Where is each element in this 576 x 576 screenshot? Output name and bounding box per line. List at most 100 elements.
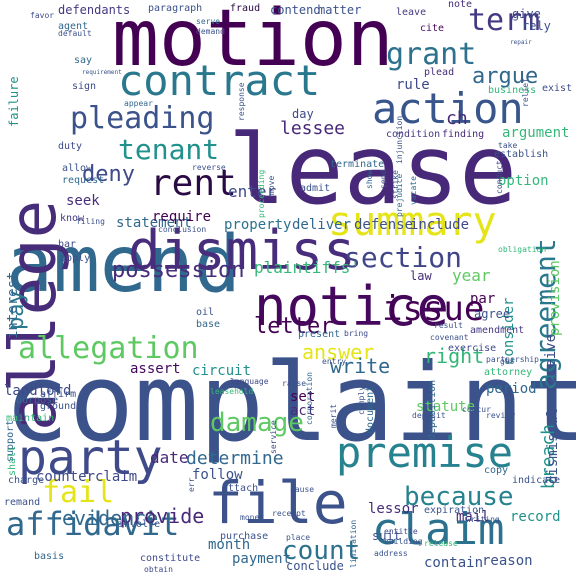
word-date: date: [150, 448, 189, 467]
word-address: address: [374, 549, 408, 558]
word-bar: bar: [58, 239, 77, 250]
word-mail: mail: [456, 509, 490, 525]
word-evidence: evidence: [62, 506, 159, 530]
word-ground: ground: [40, 401, 77, 412]
word-action: action: [372, 84, 524, 133]
word-relief: relief: [521, 78, 530, 107]
word-allegation: allegation: [18, 331, 199, 366]
word-suit: suit: [372, 529, 401, 543]
word-record: record: [510, 509, 561, 525]
word-statement: statement: [116, 215, 192, 231]
word-sign: sign: [72, 81, 97, 92]
word-release: release: [424, 539, 458, 548]
word-purpose: purpose: [16, 395, 59, 406]
word-dismissal: dismissal: [545, 408, 561, 484]
word-entitle: entitle: [384, 527, 418, 536]
word-period: period: [486, 381, 537, 397]
word-duty: duty: [58, 141, 83, 152]
word-merit: merit: [329, 403, 338, 428]
word-bring: bring: [344, 329, 369, 338]
word-summary: summary: [328, 199, 497, 245]
word-note: note: [448, 0, 473, 10]
word-exist: exist: [542, 83, 573, 94]
word-payment: payment: [232, 551, 292, 567]
word-leave: leave: [396, 7, 427, 18]
word-filing: filing: [76, 217, 105, 226]
word-proceeding: proceeding: [257, 169, 266, 218]
word-amendment: amendment: [470, 325, 525, 336]
word-vacate: vacate: [409, 176, 418, 205]
word-partnership: partnership: [486, 355, 539, 364]
word-ch: ch: [446, 108, 468, 129]
word-because: because: [404, 482, 514, 512]
word-agree: agree: [474, 307, 511, 321]
word-constitute: constitute: [140, 553, 201, 564]
word-letter: letter: [254, 314, 334, 339]
word-complaint: complaint: [4, 341, 576, 466]
word-contend: contend: [270, 3, 321, 17]
word-show: show: [365, 169, 374, 189]
word-remand: remand: [4, 497, 41, 508]
word-charge: charge: [8, 475, 45, 486]
word-landlord: landlord: [4, 383, 72, 399]
word-basis: basis: [34, 551, 65, 562]
word-condition: condition: [386, 129, 441, 140]
word-answer: answer: [302, 340, 375, 364]
word-amend: amend: [6, 220, 241, 310]
word-leasehold: leasehold: [210, 387, 254, 396]
word-deposition: deposition: [427, 379, 438, 440]
word-finding: finding: [442, 129, 485, 140]
word-premise: premise: [336, 428, 514, 477]
word-gas: gas: [500, 357, 515, 366]
word-interest: interest: [5, 271, 21, 339]
word-claim: claim: [372, 504, 505, 555]
word-deposit: deposit: [412, 411, 446, 420]
word-term: term: [468, 3, 541, 38]
word-defendants: defendants: [58, 3, 131, 17]
word-matter: matter: [318, 3, 362, 17]
word-injunction: injunction: [395, 115, 404, 164]
word-failure: failure: [7, 76, 21, 127]
word-say: say: [74, 55, 93, 66]
word-grant: grant: [386, 37, 477, 72]
word-follow: follow: [192, 467, 243, 483]
word-shall: shall: [7, 445, 18, 476]
word-cause: cause: [290, 485, 315, 494]
word-assert: assert: [130, 361, 181, 377]
word-argue: argue: [472, 64, 539, 89]
word-tenant: tenant: [118, 133, 220, 166]
word-day: day: [292, 107, 314, 121]
word-agent: agent: [58, 21, 89, 32]
word-party: party: [18, 430, 163, 486]
word-dismiss: dismiss: [128, 219, 356, 282]
word-place: place: [286, 533, 311, 542]
word-receive: receive: [543, 333, 559, 393]
word-counterclaim: counterclaim: [36, 469, 138, 485]
word-business: business: [488, 85, 537, 96]
word-require: require: [152, 209, 212, 225]
word-result: result: [434, 321, 463, 330]
word-concur: concur: [462, 405, 491, 414]
word-attach: attach: [222, 483, 259, 494]
word-determine: determine: [186, 448, 284, 469]
word-admit: admit: [300, 183, 331, 194]
word-move: move: [267, 175, 276, 195]
word-apply: apply: [60, 253, 91, 264]
word-fraud: fraud: [230, 3, 261, 14]
word-provide: provide: [120, 504, 205, 528]
word-affidavit: affidavit: [6, 505, 180, 543]
word-comply: comply: [357, 386, 366, 415]
word-property: property: [224, 217, 292, 233]
word-statute: statute: [416, 399, 476, 415]
word-review: review: [486, 411, 515, 420]
word-entry: entry: [322, 357, 347, 366]
word-requirement: requirement: [82, 69, 122, 76]
word-prejudice: prejudice: [395, 173, 404, 217]
word-notice: notice: [254, 275, 450, 338]
word-set: set: [290, 389, 316, 405]
word-par: par: [470, 291, 496, 307]
word-establish: establish: [494, 149, 549, 160]
word-raise: raise: [282, 379, 307, 388]
word-paragraph: paragraph: [148, 3, 203, 14]
